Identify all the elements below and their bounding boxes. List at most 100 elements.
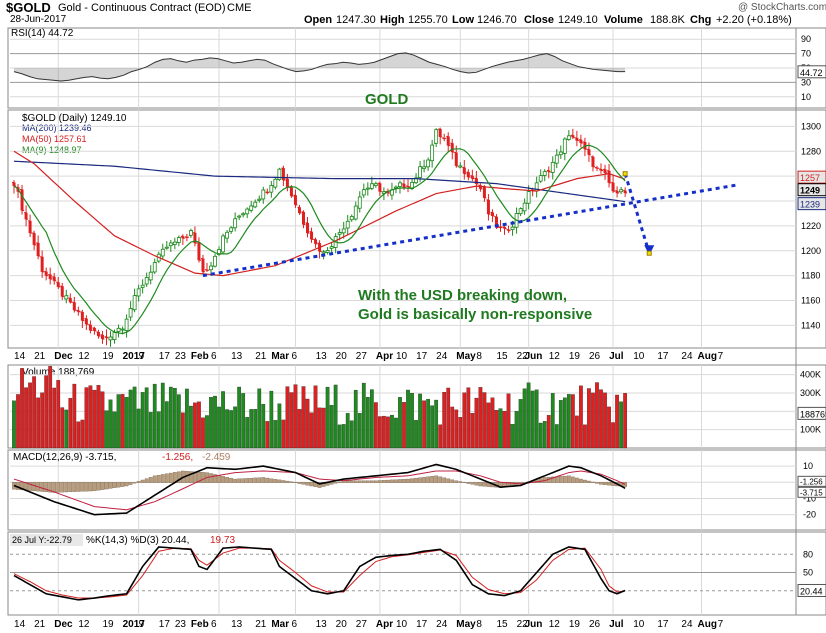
price-candle-body xyxy=(566,135,571,140)
price-candle-body xyxy=(181,236,185,239)
price-candle-body xyxy=(579,139,583,144)
rsi-line xyxy=(13,52,626,82)
volume-bar xyxy=(369,389,374,449)
volume-bar xyxy=(579,385,583,449)
volume-bar xyxy=(233,406,237,449)
price-candle-body xyxy=(160,248,165,257)
volume-bar xyxy=(237,386,242,449)
volume-bar xyxy=(462,392,467,449)
x-tick-label: 26 xyxy=(589,351,601,362)
price-candle-body xyxy=(414,177,418,184)
volume-bar xyxy=(486,402,491,449)
volume-bar xyxy=(229,410,233,449)
volume-bar xyxy=(566,394,571,449)
x-tick-label: Jul xyxy=(609,351,624,362)
price-candle-body xyxy=(381,191,386,194)
x-tick-label: Jun xyxy=(525,351,543,362)
macd-histogram-bar xyxy=(80,482,85,492)
x-tick-label: 21 xyxy=(34,351,46,362)
price-candle-body xyxy=(623,190,627,193)
volume-bar xyxy=(402,402,406,449)
volume-bar xyxy=(390,414,394,449)
x-tick-label: 24 xyxy=(436,351,448,362)
macd-histogram-bar xyxy=(454,480,459,483)
price-candle-body xyxy=(510,226,515,230)
volume-bar xyxy=(88,385,93,449)
x-tick-label: 24 xyxy=(681,351,693,362)
macd-histogram-bar xyxy=(309,482,314,487)
volume-bar xyxy=(56,380,61,449)
x-tick-label: 26 xyxy=(589,619,601,630)
volume-bar xyxy=(189,405,193,449)
volume-bar xyxy=(144,387,149,449)
price-candle-body xyxy=(357,196,362,209)
price-candle-body xyxy=(52,276,56,281)
volume-bar xyxy=(120,394,125,449)
volume-bar xyxy=(64,409,69,449)
volume-bar xyxy=(378,416,382,449)
panel-frames xyxy=(7,27,826,616)
x-tick-label: 17 xyxy=(657,351,669,362)
volume-bar xyxy=(285,386,290,449)
open-value: 1247.30 xyxy=(336,14,376,26)
low-label: Low xyxy=(452,14,474,26)
macd-histogram-bar xyxy=(144,478,149,483)
volume-bar xyxy=(422,400,426,449)
price-candle-body xyxy=(176,237,181,243)
volume-bar xyxy=(623,393,627,449)
volume-bar xyxy=(257,388,262,449)
symbol: $GOLD xyxy=(6,0,51,15)
volume-bar xyxy=(345,413,350,449)
price-candle-body xyxy=(209,265,213,271)
volume-bar xyxy=(611,422,615,449)
x-tick-label: 2017 xyxy=(123,351,146,362)
comment-line-2: Gold is basically non-responsive xyxy=(358,306,592,323)
volume-bar xyxy=(534,389,539,449)
macd-histogram-bar xyxy=(575,477,579,483)
macd-histogram-bar xyxy=(382,480,386,483)
price-candle-body xyxy=(301,211,305,225)
x-tick-label: 12 xyxy=(549,351,561,362)
stoch-value-tag: 20.44 xyxy=(800,586,823,596)
volume-bar xyxy=(185,388,189,449)
x-tick-label: 6 xyxy=(211,351,217,362)
x-tick-label: 17 xyxy=(416,351,428,362)
x-tick-label: 9 xyxy=(139,619,145,630)
volume-bar xyxy=(522,388,527,449)
macd-histogram-bar xyxy=(140,479,145,483)
volume-bar xyxy=(12,400,16,449)
price-candle-body xyxy=(442,138,446,140)
price-candle-body xyxy=(72,302,76,311)
x-tick-label: 17 xyxy=(159,351,171,362)
volume-bar xyxy=(313,385,318,449)
volume-bar xyxy=(595,382,599,449)
price-candle-body xyxy=(587,149,591,155)
volume-bar xyxy=(546,415,551,449)
macd-histogram-bar xyxy=(373,480,378,483)
volume-bar xyxy=(615,394,619,449)
date: 28-Jun-2017 xyxy=(10,14,67,25)
volume-bar xyxy=(603,392,607,449)
macd-histogram-bar xyxy=(591,481,595,483)
macd-histogram-bar xyxy=(558,476,563,483)
macd-histogram-bar xyxy=(386,479,390,483)
volume-bar xyxy=(438,424,443,449)
macd-histogram-bar xyxy=(277,479,282,483)
volume-bar xyxy=(466,387,471,449)
volume-bar xyxy=(406,389,410,449)
price-candle-body xyxy=(144,277,149,285)
price-candle-body xyxy=(538,175,543,182)
macd-histogram-bar xyxy=(221,476,225,483)
macd-histogram-bar xyxy=(369,480,374,483)
price-candle-body xyxy=(591,156,595,167)
volume-bar xyxy=(52,387,57,449)
volume-bar xyxy=(357,413,362,449)
price-candle-body xyxy=(373,183,378,186)
volume-bar xyxy=(583,424,587,449)
volume-bar xyxy=(333,384,338,449)
macd-histogram-bar xyxy=(550,476,555,483)
macd-histogram-bar xyxy=(104,482,109,490)
volume-bar xyxy=(148,412,153,449)
volume-bar xyxy=(32,376,36,449)
